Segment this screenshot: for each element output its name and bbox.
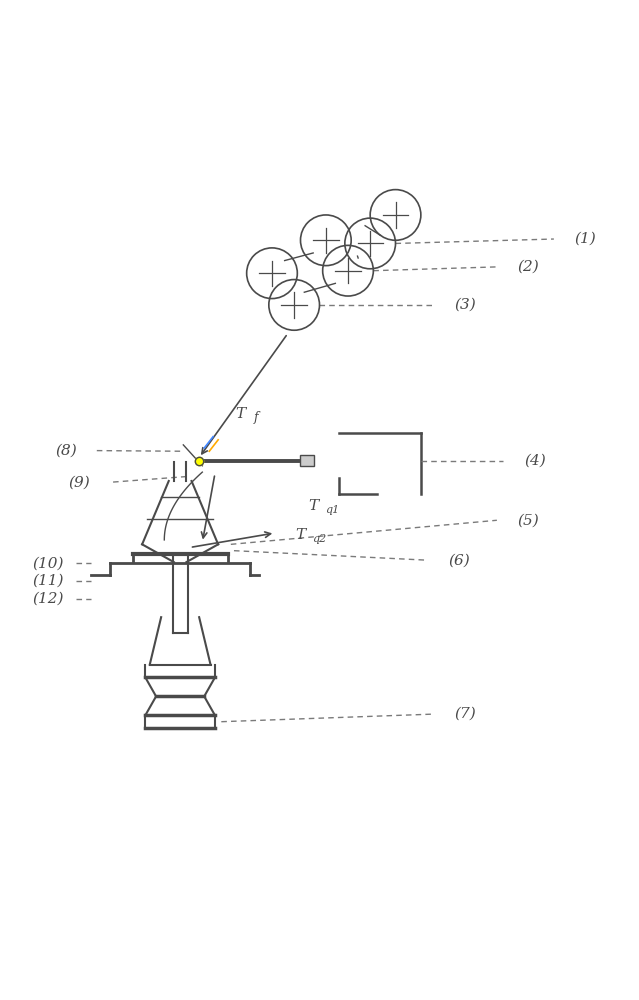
Text: T: T — [295, 528, 305, 542]
Bar — [300, 455, 314, 466]
Text: (2): (2) — [518, 260, 539, 274]
Text: q2: q2 — [312, 534, 327, 544]
Text: (4): (4) — [524, 454, 546, 468]
Text: (11): (11) — [33, 574, 64, 588]
Text: (6): (6) — [448, 553, 470, 567]
Text: (7): (7) — [454, 707, 476, 721]
Text: (5): (5) — [518, 513, 539, 527]
Text: (12): (12) — [33, 592, 64, 606]
Text: f: f — [254, 411, 258, 424]
Text: q1: q1 — [325, 505, 339, 515]
Text: T: T — [235, 407, 245, 421]
Text: (8): (8) — [55, 444, 77, 458]
Text: (3): (3) — [454, 298, 476, 312]
Text: (1): (1) — [574, 232, 596, 246]
Text: (10): (10) — [33, 556, 64, 570]
Text: T: T — [308, 499, 318, 513]
Text: (9): (9) — [68, 475, 89, 489]
